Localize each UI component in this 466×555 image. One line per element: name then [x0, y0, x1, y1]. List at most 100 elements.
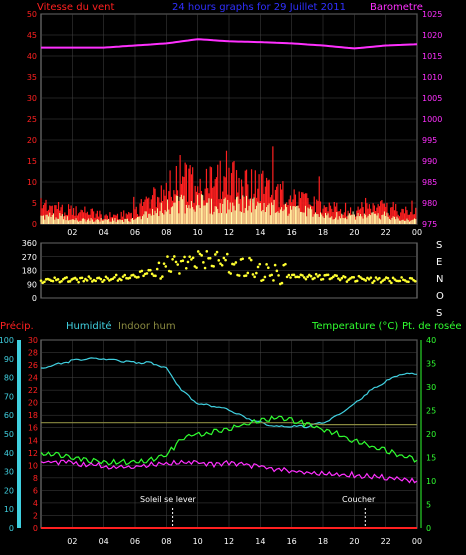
- indoor-hum-line: [41, 422, 417, 426]
- direction-point: [407, 280, 410, 284]
- direction-point: [208, 256, 212, 260]
- wind-x-tick-label: 22: [381, 228, 391, 237]
- precip-tick-label: 10: [28, 461, 38, 470]
- direction-point: [253, 275, 256, 279]
- precip-tick-label: 24: [28, 374, 38, 383]
- wind-tick-label: 15: [27, 157, 37, 166]
- temp-x-tick-label: 18: [318, 537, 328, 546]
- temp-x-tick-label: 04: [99, 537, 109, 546]
- direction-point: [120, 278, 123, 282]
- direction-point: [159, 277, 162, 280]
- direction-point: [77, 280, 80, 284]
- wind-tick-label: 25: [27, 115, 37, 124]
- direction-point: [391, 276, 395, 280]
- direction-tick-label: 180: [22, 267, 37, 276]
- direction-point: [302, 276, 306, 279]
- direction-point: [85, 279, 89, 282]
- direction-point: [263, 275, 267, 279]
- precip-tick-label: 16: [28, 424, 38, 433]
- direction-point: [255, 271, 258, 275]
- direction-point: [383, 278, 386, 281]
- direction-point: [273, 263, 277, 267]
- direction-point: [331, 275, 335, 279]
- temp-x-tick-label: 10: [193, 537, 203, 546]
- wind-x-tick-label: 00: [412, 228, 422, 237]
- direction-point: [94, 279, 97, 283]
- direction-point: [53, 276, 56, 279]
- direction-point: [205, 250, 209, 253]
- direction-point: [248, 256, 251, 260]
- direction-point: [203, 266, 207, 270]
- direction-point: [326, 273, 330, 277]
- direction-point: [131, 273, 135, 277]
- direction-point: [140, 269, 144, 273]
- wind-tick-label: 30: [27, 94, 37, 103]
- temp-x-tick-label: 20: [349, 537, 359, 546]
- direction-point: [173, 255, 176, 258]
- direction-point: [345, 280, 349, 283]
- direction-point: [237, 274, 241, 277]
- precip-tick-label: 14: [28, 436, 38, 445]
- wind-x-tick-label: 04: [99, 228, 109, 237]
- direction-point: [367, 277, 371, 281]
- direction-point: [195, 266, 198, 269]
- humidity-tick-label: 10: [4, 505, 14, 514]
- direction-point: [169, 270, 173, 273]
- direction-point: [335, 274, 338, 278]
- direction-point: [374, 276, 378, 279]
- humidity-tick-label: 40: [4, 449, 14, 458]
- wind-tick-label: 10: [27, 178, 37, 187]
- direction-point: [191, 256, 195, 260]
- dewpoint-line: [40, 459, 418, 484]
- baro-tick-label: 980: [422, 199, 437, 208]
- direction-point: [400, 276, 403, 279]
- direction-point: [217, 259, 221, 262]
- direction-point: [222, 256, 226, 260]
- dir-letter-1: S: [436, 240, 442, 251]
- wind-x-tick-label: 10: [193, 228, 203, 237]
- direction-point: [289, 276, 292, 279]
- precip-tick-label: 2: [33, 511, 38, 520]
- direction-point: [340, 276, 344, 280]
- baro-tick-label: 990: [422, 157, 437, 166]
- direction-point: [390, 281, 393, 285]
- humidity-tick-label: 90: [4, 355, 14, 364]
- direction-point: [265, 263, 268, 266]
- direction-point: [337, 277, 340, 280]
- direction-point: [128, 276, 132, 280]
- direction-point: [304, 277, 308, 281]
- direction-point: [410, 277, 414, 280]
- direction-point: [190, 258, 193, 261]
- humidity-tick-label: 70: [4, 392, 14, 401]
- temp-tick-label: 5: [426, 501, 431, 510]
- wind-x-tick-label: 16: [287, 228, 297, 237]
- direction-point: [280, 281, 284, 285]
- temp-tick-label: 35: [426, 360, 436, 369]
- direction-tick-label: 270: [22, 253, 37, 262]
- direction-point: [306, 275, 309, 279]
- direction-point: [104, 275, 108, 279]
- direction-point: [386, 276, 390, 280]
- precip-tick-label: 6: [33, 486, 38, 495]
- direction-point: [183, 255, 186, 259]
- temp-x-tick-label: 12: [224, 537, 234, 546]
- direction-point: [314, 272, 318, 276]
- direction-point: [224, 258, 227, 262]
- precip-axis-title: Précip.: [0, 320, 34, 332]
- direction-point: [275, 269, 279, 273]
- baro-tick-label: 1005: [422, 94, 442, 103]
- direction-point: [114, 273, 118, 277]
- temp-x-tick-label: 06: [130, 537, 140, 546]
- direction-point: [292, 273, 296, 277]
- direction-point: [101, 280, 104, 284]
- sunset-label: Coucher: [342, 495, 376, 504]
- direction-point: [43, 280, 46, 284]
- direction-point: [378, 276, 381, 280]
- dir-letter-4: O: [436, 291, 444, 302]
- direction-point: [155, 267, 159, 271]
- direction-point: [297, 275, 301, 279]
- direction-point: [251, 273, 255, 276]
- direction-tick-label: 90: [27, 280, 37, 289]
- direction-point: [261, 278, 265, 282]
- direction-point: [338, 278, 342, 282]
